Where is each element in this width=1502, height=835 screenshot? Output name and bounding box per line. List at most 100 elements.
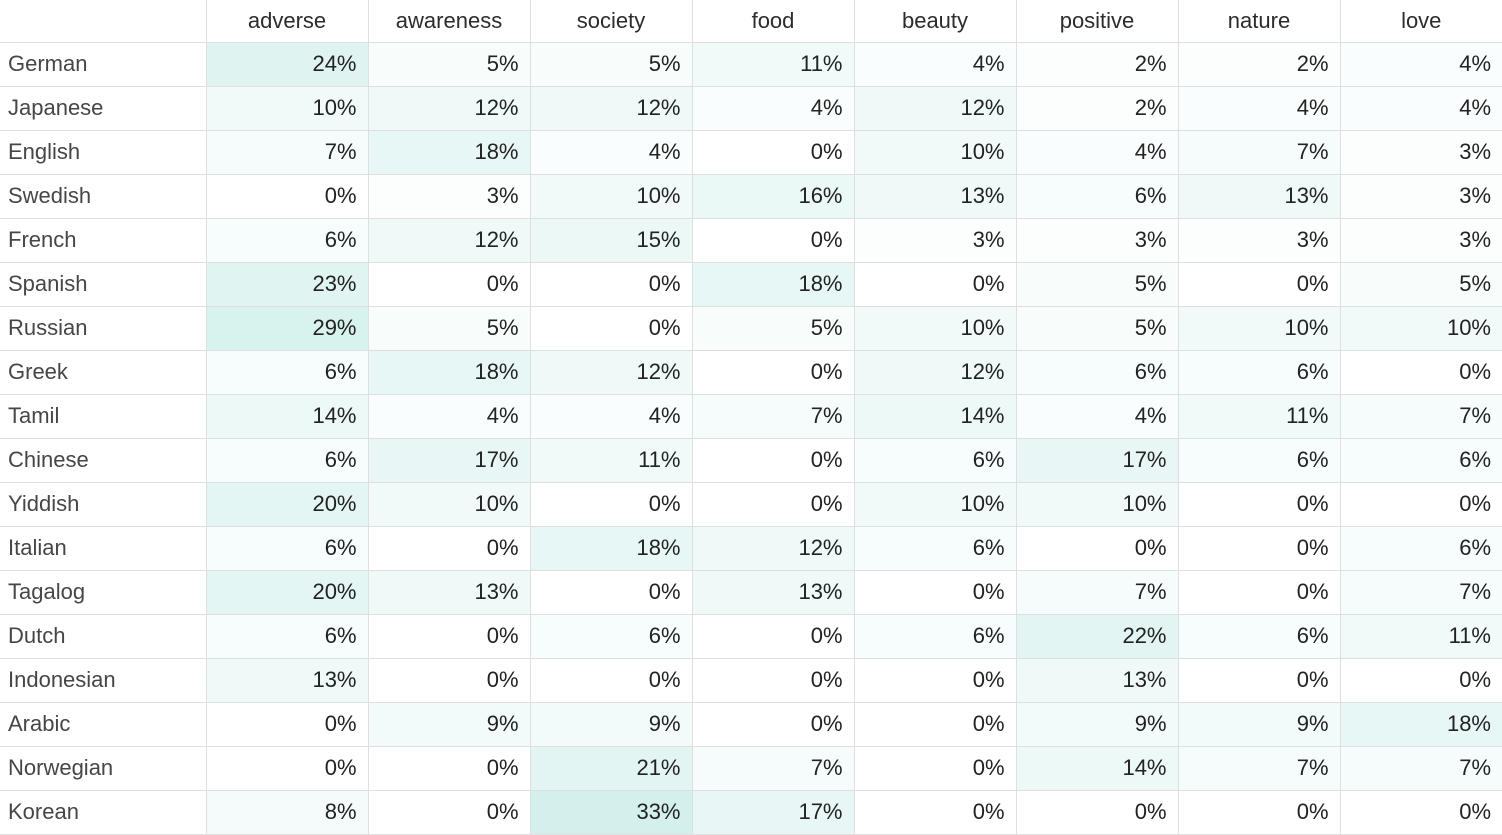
cell-korean-beauty: 0%: [853, 789, 1017, 835]
cell-russian-society: 0%: [529, 305, 693, 351]
cell-japanese-adverse: 10%: [205, 85, 369, 131]
cell-japanese-beauty: 12%: [853, 85, 1017, 131]
cell-chinese-awareness: 17%: [367, 437, 531, 483]
cell-spanish-love: 5%: [1339, 261, 1502, 307]
cell-indonesian-positive: 13%: [1015, 657, 1179, 703]
cell-french-awareness: 12%: [367, 217, 531, 263]
cell-dutch-nature: 6%: [1177, 613, 1341, 659]
cell-english-food: 0%: [691, 129, 855, 175]
cell-french-nature: 3%: [1177, 217, 1341, 263]
cell-indonesian-love: 0%: [1339, 657, 1502, 703]
cell-yiddish-food: 0%: [691, 481, 855, 527]
cell-tagalog-positive: 7%: [1015, 569, 1179, 615]
row-label-italian: Italian: [0, 525, 207, 571]
cell-spanish-society: 0%: [529, 261, 693, 307]
cell-yiddish-beauty: 10%: [853, 481, 1017, 527]
cell-korean-adverse: 8%: [205, 789, 369, 835]
cell-german-adverse: 24%: [205, 41, 369, 87]
row-label-indonesian: Indonesian: [0, 657, 207, 703]
cell-german-beauty: 4%: [853, 41, 1017, 87]
cell-spanish-nature: 0%: [1177, 261, 1341, 307]
cell-greek-beauty: 12%: [853, 349, 1017, 395]
row-label-chinese: Chinese: [0, 437, 207, 483]
cell-korean-positive: 0%: [1015, 789, 1179, 835]
cell-chinese-positive: 17%: [1015, 437, 1179, 483]
cell-tamil-beauty: 14%: [853, 393, 1017, 439]
table-row-english: English 7% 18% 4% 0% 10% 4% 7% 3%: [0, 129, 1502, 175]
cell-greek-adverse: 6%: [205, 349, 369, 395]
cell-english-nature: 7%: [1177, 129, 1341, 175]
cell-english-beauty: 10%: [853, 129, 1017, 175]
cell-spanish-adverse: 23%: [205, 261, 369, 307]
row-label-dutch: Dutch: [0, 613, 207, 659]
cell-german-food: 11%: [691, 41, 855, 87]
cell-chinese-food: 0%: [691, 437, 855, 483]
table-row-russian: Russian 29% 5% 0% 5% 10% 5% 10% 10%: [0, 305, 1502, 351]
cell-tagalog-food: 13%: [691, 569, 855, 615]
cell-yiddish-nature: 0%: [1177, 481, 1341, 527]
cell-tamil-positive: 4%: [1015, 393, 1179, 439]
cell-chinese-nature: 6%: [1177, 437, 1341, 483]
cell-french-food: 0%: [691, 217, 855, 263]
cell-japanese-food: 4%: [691, 85, 855, 131]
cell-dutch-food: 0%: [691, 613, 855, 659]
row-label-french: French: [0, 217, 207, 263]
cell-french-love: 3%: [1339, 217, 1502, 263]
cell-tamil-love: 7%: [1339, 393, 1502, 439]
cell-korean-love: 0%: [1339, 789, 1502, 835]
cell-greek-society: 12%: [529, 349, 693, 395]
cell-norwegian-awareness: 0%: [367, 745, 531, 791]
cell-arabic-beauty: 0%: [853, 701, 1017, 747]
cell-japanese-love: 4%: [1339, 85, 1502, 131]
cell-greek-nature: 6%: [1177, 349, 1341, 395]
cell-tagalog-beauty: 0%: [853, 569, 1017, 615]
row-label-tamil: Tamil: [0, 393, 207, 439]
cell-english-love: 3%: [1339, 129, 1502, 175]
cell-arabic-society: 9%: [529, 701, 693, 747]
cell-swedish-positive: 6%: [1015, 173, 1179, 219]
table-row-italian: Italian 6% 0% 18% 12% 6% 0% 0% 6%: [0, 525, 1502, 571]
cell-tamil-food: 7%: [691, 393, 855, 439]
column-header-beauty: beauty: [853, 0, 1017, 43]
table-row-tamil: Tamil 14% 4% 4% 7% 14% 4% 11% 7%: [0, 393, 1502, 439]
cell-italian-society: 18%: [529, 525, 693, 571]
cell-russian-nature: 10%: [1177, 305, 1341, 351]
cell-english-positive: 4%: [1015, 129, 1179, 175]
cell-tamil-awareness: 4%: [367, 393, 531, 439]
row-label-russian: Russian: [0, 305, 207, 351]
cell-swedish-awareness: 3%: [367, 173, 531, 219]
cell-spanish-awareness: 0%: [367, 261, 531, 307]
cell-tagalog-awareness: 13%: [367, 569, 531, 615]
cell-chinese-society: 11%: [529, 437, 693, 483]
cell-english-adverse: 7%: [205, 129, 369, 175]
cell-arabic-positive: 9%: [1015, 701, 1179, 747]
cell-swedish-food: 16%: [691, 173, 855, 219]
cell-italian-beauty: 6%: [853, 525, 1017, 571]
cell-greek-food: 0%: [691, 349, 855, 395]
column-header-awareness: awareness: [367, 0, 531, 43]
cell-tamil-society: 4%: [529, 393, 693, 439]
header-row: adverse awareness society food beauty positiv…: [0, 0, 1502, 43]
cell-japanese-society: 12%: [529, 85, 693, 131]
cell-swedish-beauty: 13%: [853, 173, 1017, 219]
cell-norwegian-positive: 14%: [1015, 745, 1179, 791]
cell-indonesian-beauty: 0%: [853, 657, 1017, 703]
table-row-japanese: Japanese 10% 12% 12% 4% 12% 2% 4% 4%: [0, 85, 1502, 131]
cell-dutch-adverse: 6%: [205, 613, 369, 659]
corner-cell: [0, 0, 207, 43]
column-header-food: food: [691, 0, 855, 43]
row-label-japanese: Japanese: [0, 85, 207, 131]
row-label-arabic: Arabic: [0, 701, 207, 747]
cell-german-love: 4%: [1339, 41, 1502, 87]
cell-yiddish-adverse: 20%: [205, 481, 369, 527]
table-row-spanish: Spanish 23% 0% 0% 18% 0% 5% 0% 5%: [0, 261, 1502, 307]
cell-spanish-beauty: 0%: [853, 261, 1017, 307]
cell-german-society: 5%: [529, 41, 693, 87]
row-label-spanish: Spanish: [0, 261, 207, 307]
cell-french-positive: 3%: [1015, 217, 1179, 263]
row-label-greek: Greek: [0, 349, 207, 395]
cell-yiddish-awareness: 10%: [367, 481, 531, 527]
cell-russian-food: 5%: [691, 305, 855, 351]
cell-korean-society: 33%: [529, 789, 693, 835]
